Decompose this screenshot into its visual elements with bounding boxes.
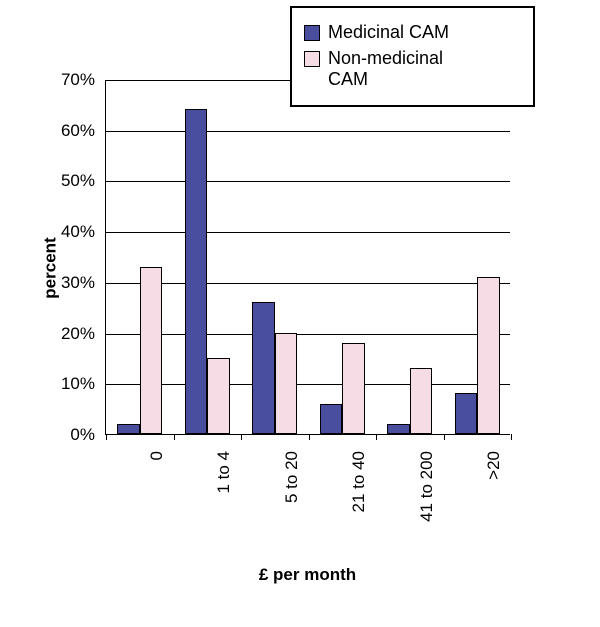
bar [387,424,409,434]
bar [477,277,499,434]
gridline [106,232,510,233]
legend-item: Non-medicinalCAM [304,48,517,91]
gridline [106,384,510,385]
x-tick [174,434,175,440]
legend-item: Medicinal CAM [304,22,517,44]
x-tick [444,434,445,440]
legend: Medicinal CAM Non-medicinalCAM [290,6,535,107]
gridline [106,181,510,182]
x-tick-label: 5 to 20 [282,451,302,551]
y-tick-label: 20% [50,324,95,344]
bar [140,267,162,434]
x-tick [241,434,242,440]
x-axis-title: £ per month [259,565,356,585]
y-tick-label: 60% [50,121,95,141]
gridline [106,283,510,284]
bar [410,368,432,434]
bar [207,358,229,434]
bar [252,302,274,434]
y-tick-label: 10% [50,374,95,394]
bar [455,393,477,434]
legend-label: Medicinal CAM [328,22,449,44]
legend-swatch [304,51,320,67]
legend-swatch [304,25,320,41]
plot-area [105,80,510,435]
x-tick [376,434,377,440]
x-tick-label: 41 to 200 [417,451,437,551]
y-tick-label: 50% [50,171,95,191]
x-tick-label: >20 [484,451,504,551]
y-tick-label: 0% [50,425,95,445]
y-tick-label: 70% [50,70,95,90]
y-axis-title: percent [41,237,61,298]
bar [342,343,364,434]
bar [275,333,297,434]
x-tick-label: 0 [147,451,167,551]
bar [185,109,207,434]
x-tick [106,434,107,440]
chart-container: 0%10%20%30%40%50%60%70% 01 to 45 to 2021… [0,0,600,627]
bar [117,424,139,434]
legend-label: Non-medicinalCAM [328,48,443,91]
gridline [106,131,510,132]
bar [320,404,342,434]
x-tick-label: 21 to 40 [349,451,369,551]
x-tick [511,434,512,440]
x-tick-label: 1 to 4 [214,451,234,551]
gridline [106,334,510,335]
x-tick [309,434,310,440]
